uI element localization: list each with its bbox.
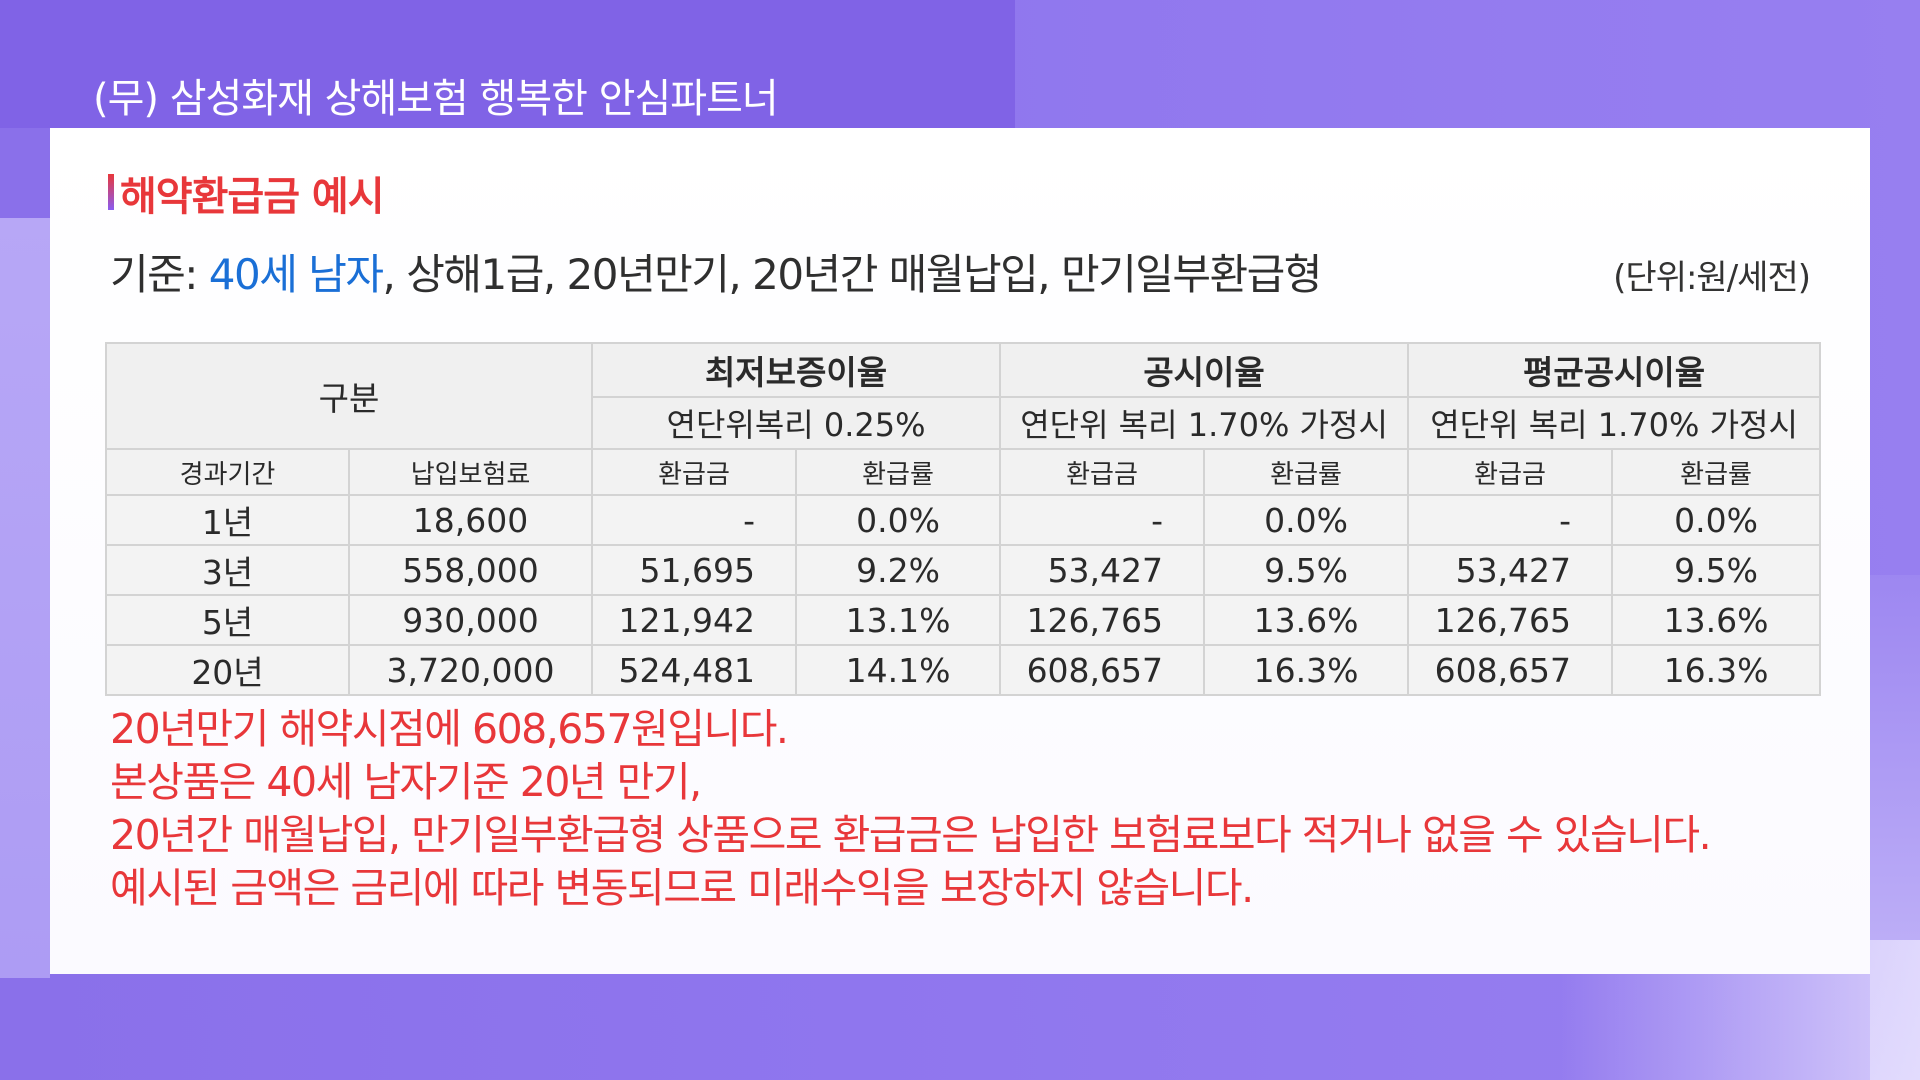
cell-min-refund: 524,481 [591,644,798,696]
header-group-min: 최저보증이율 [591,342,1002,398]
cell-average-refund: 53,427 [1407,544,1614,596]
cell-premium: 558,000 [347,544,594,596]
cell-average-rate: 9.5% [1611,544,1822,596]
cell-average-refund: 608,657 [1407,644,1614,696]
header-group-public: 공시이율 [999,342,1410,398]
section-title-accent-bar [108,174,114,210]
notice-line: 20년간 매월납입, 만기일부환급형 상품으로 환급금은 납입한 보험료보다 적… [110,811,1712,859]
unit-label: (단위:원/세전) [1613,258,1811,298]
criteria-highlight: 40세 남자 [208,250,384,299]
section-title-text: 해약환급금 예시 [120,174,385,220]
cell-public-refund: - [999,494,1206,546]
cell-period: 3년 [105,544,350,596]
decorative-left-gradient [0,218,50,978]
criteria-rest: , 상해1급, 20년만기, 20년간 매월납입, 만기일부환급형 [382,250,1323,299]
cell-average-refund: - [1407,494,1614,546]
criteria-line: 기준: 40세 남자, 상해1급, 20년만기, 20년간 매월납입, 만기일부… [110,241,1323,302]
cell-public-rate: 13.6% [1203,594,1410,646]
cell-min-rate: 9.2% [795,544,1002,596]
col-premium: 납입보험료 [347,448,594,496]
table-header-group-row: 구분 최저보증이율 공시이율 평균공시이율 [104,342,1822,450]
col-min-rate: 환급률 [795,448,1002,496]
criteria-prefix: 기준: [110,250,209,299]
header-sub-average: 연단위 복리 1.70% 가정시 [1407,396,1822,450]
table-row: 1년 18,600 - 0.0% - 0.0% - 0.0% [105,494,1822,546]
notice-line: 예시된 금액은 금리에 따라 변동되므로 미래수익을 보장하지 않습니다. [110,864,1254,912]
cell-premium: 18,600 [347,494,594,546]
cell-min-refund: 121,942 [591,594,798,646]
cell-public-refund: 53,427 [999,544,1206,596]
col-min-refund: 환급금 [591,448,798,496]
header-band [0,0,1015,128]
notice-line: 20년만기 해약시점에 608,657원입니다. [110,705,789,753]
col-public-rate: 환급률 [1203,448,1410,496]
cell-min-refund: 51,695 [591,544,798,596]
table-row: 3년 558,000 51,695 9.2% 53,427 9.5% 53,42… [105,544,1822,596]
header-gubun: 구분 [104,342,594,450]
section-title: 해약환급금 예시 [108,164,385,222]
cell-public-rate: 9.5% [1203,544,1410,596]
cell-min-rate: 13.1% [795,594,1002,646]
table-row: 20년 3,720,000 524,481 14.1% 608,657 16.3… [105,644,1822,696]
col-period: 경과기간 [105,448,350,496]
notice-line: 본상품은 40세 남자기준 20년 만기, [110,758,702,806]
col-public-refund: 환급금 [999,448,1206,496]
cell-public-refund: 608,657 [999,644,1206,696]
cell-public-rate: 16.3% [1203,644,1410,696]
cell-average-rate: 16.3% [1611,644,1822,696]
refund-table: 구분 최저보증이율 공시이율 평균공시이율 연단위복리 0.25% 연단위 복리… [104,342,1822,696]
cell-average-refund: 126,765 [1407,594,1614,646]
cell-average-rate: 13.6% [1611,594,1822,646]
cell-average-rate: 0.0% [1611,494,1822,546]
cell-period: 5년 [105,594,350,646]
cell-period: 1년 [105,494,350,546]
col-average-rate: 환급률 [1611,448,1822,496]
cell-premium: 930,000 [347,594,594,646]
cell-min-rate: 0.0% [795,494,1002,546]
header-sub-public: 연단위 복리 1.70% 가정시 [999,396,1410,450]
col-average-refund: 환급금 [1407,448,1614,496]
header-sub-min: 연단위복리 0.25% [591,396,1002,450]
cell-period: 20년 [105,644,350,696]
cell-premium: 3,720,000 [347,644,594,696]
table-row: 5년 930,000 121,942 13.1% 126,765 13.6% 1… [105,594,1822,646]
cell-public-rate: 0.0% [1203,494,1410,546]
cell-public-refund: 126,765 [999,594,1206,646]
cell-min-rate: 14.1% [795,644,1002,696]
header-group-average: 평균공시이율 [1407,342,1822,398]
table-header-sub-row: 연단위복리 0.25% 연단위 복리 1.70% 가정시 연단위 복리 1.70… [106,396,1822,450]
product-title: (무) 삼성화재 상해보험 행복한 안심파트너 [93,76,779,122]
disclaimer-notice: 20년만기 해약시점에 608,657원입니다. 본상품은 40세 남자기준 2… [110,703,1712,915]
content-panel: 해약환급금 예시 기준: 40세 남자, 상해1급, 20년만기, 20년간 매… [50,128,1870,974]
table-column-row: 경과기간 납입보험료 환급금 환급률 환급금 환급률 환급금 환급률 [105,448,1822,496]
cell-min-refund: - [591,494,798,546]
